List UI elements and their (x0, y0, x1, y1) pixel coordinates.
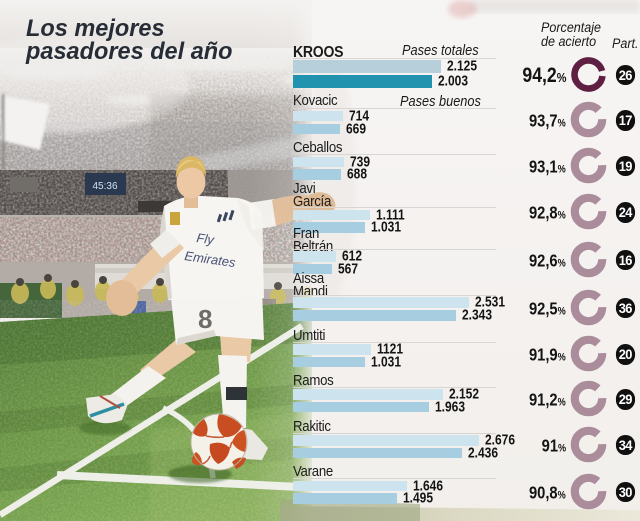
svg-text:Fly: Fly (196, 230, 217, 247)
svg-text:Emirates: Emirates (184, 248, 237, 270)
svg-text:8: 8 (198, 304, 212, 334)
svg-text:45:36: 45:36 (92, 181, 117, 192)
